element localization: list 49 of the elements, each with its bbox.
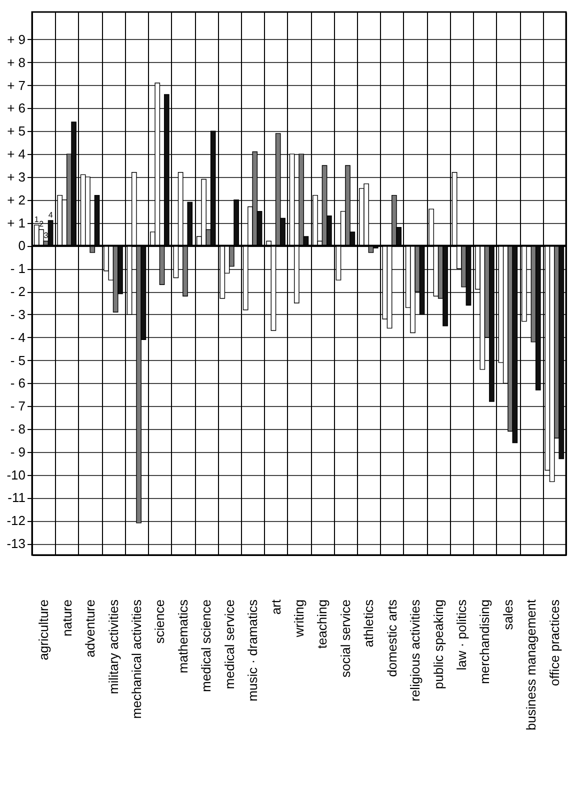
x-tick-label: business management (524, 599, 539, 730)
y-tick-label: + 4 (7, 146, 26, 162)
y-tick-label: - 5 (10, 352, 26, 368)
x-tick-label: nature (59, 600, 74, 636)
y-tick-label: + 9 (7, 32, 26, 47)
y-tick-label: 0 (18, 238, 26, 254)
x-tick-label: teaching (314, 600, 330, 649)
series-label: 3 (44, 231, 49, 240)
y-tick-label: + 7 (7, 78, 26, 93)
x-tick-label: religious activities (408, 599, 423, 702)
y-tick-label: -11 (8, 490, 26, 506)
x-tick-label: military activities (106, 599, 121, 694)
y-tick-label: - 2 (10, 284, 26, 300)
y-tick-label: + 3 (7, 169, 26, 184)
x-tick-label: mechanical activities (128, 599, 144, 719)
x-tick-label: writing (292, 600, 306, 638)
x-tick-label: sales (500, 599, 516, 630)
x-tick-label: office practices (546, 599, 562, 686)
x-tick-label: medical service (222, 600, 237, 690)
y-tick-label: - 6 (10, 376, 26, 391)
y-tick-label: + 2 (7, 192, 26, 208)
x-tick-label: law · politics (454, 599, 470, 670)
x-tick-label: mathematics (175, 599, 190, 674)
x-tick-label: merchandising (477, 600, 492, 684)
y-tick-label: - 9 (10, 444, 26, 460)
y-tick-label: - 1 (10, 261, 26, 276)
x-tick-label: adventure (82, 600, 98, 658)
x-tick-label: art (268, 599, 284, 615)
y-tick-label: - 4 (10, 330, 26, 345)
y-tick-label: - 7 (10, 398, 26, 414)
x-tick-label: music · dramatics (245, 599, 260, 702)
series-label: 4 (48, 210, 54, 220)
x-tick-label: agriculture (36, 600, 52, 660)
y-tick-label: -10 (6, 467, 26, 482)
x-tick-label: social service (338, 600, 353, 678)
series-label: 1 (34, 215, 40, 224)
x-tick-label: public speaking (430, 600, 446, 690)
y-tick-label: - 8 (10, 421, 26, 436)
y-tick-label: + 1 (7, 215, 26, 230)
x-tick-label: science (152, 600, 168, 644)
y-tick-label: + 5 (7, 124, 26, 139)
y-tick-label: + 8 (7, 54, 26, 70)
y-tick-label: -13 (6, 536, 26, 552)
x-tick-label: athletics (361, 599, 376, 648)
x-tick-label: medical science (198, 600, 214, 692)
x-tick-label: domestic arts (384, 599, 400, 677)
y-tick-label: -12 (6, 513, 26, 528)
y-tick-label: - 3 (10, 306, 26, 322)
y-tick-label: + 6 (7, 100, 26, 116)
